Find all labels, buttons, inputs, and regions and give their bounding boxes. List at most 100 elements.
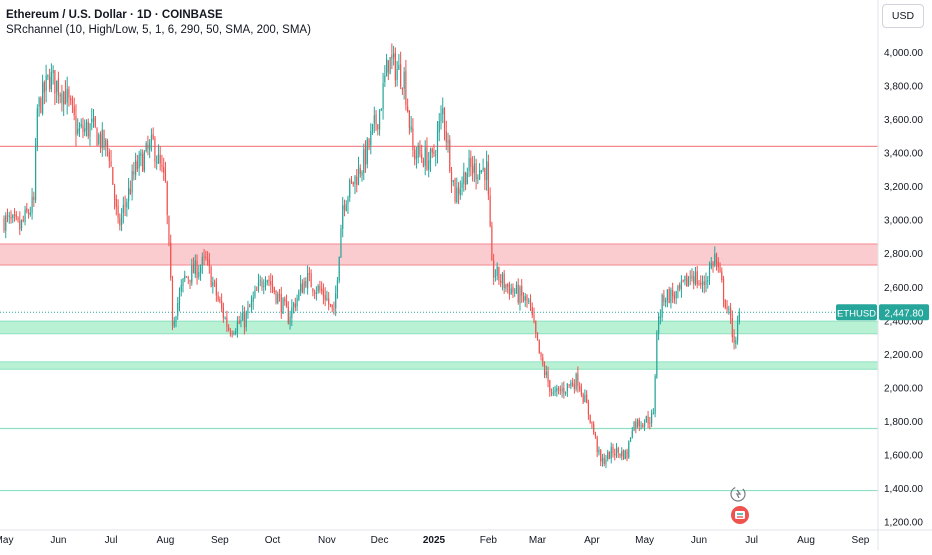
candle-body xyxy=(154,138,156,162)
candle-body xyxy=(243,313,246,328)
candle-body xyxy=(298,290,300,300)
candle-body xyxy=(217,295,219,300)
candle-body xyxy=(24,209,26,222)
y-tick-label: 1,800.00 xyxy=(884,417,923,428)
candle-body xyxy=(156,162,158,164)
candle-body xyxy=(33,196,35,200)
candle-body xyxy=(110,160,112,167)
candle-body xyxy=(26,208,28,212)
candle-body xyxy=(203,255,205,257)
alert-flag-icon[interactable] xyxy=(731,506,749,524)
candle-body xyxy=(712,262,714,267)
candle-body xyxy=(468,158,470,172)
candle-body xyxy=(728,308,730,310)
x-tick-label: Feb xyxy=(480,535,498,546)
candle-body xyxy=(270,281,272,285)
chart-icons[interactable] xyxy=(730,486,749,524)
candle-body xyxy=(264,281,267,287)
candle-body xyxy=(680,280,683,290)
y-tick-label: 2,200.00 xyxy=(884,350,923,361)
candle-body xyxy=(335,293,337,309)
candle-body xyxy=(724,299,726,308)
candle-body xyxy=(721,271,723,280)
candle-body xyxy=(329,303,332,305)
candle-body xyxy=(593,423,595,434)
candle-body xyxy=(398,65,400,70)
candle-body xyxy=(428,160,430,170)
candle-body xyxy=(450,171,453,183)
candle-body xyxy=(292,303,295,307)
candle-body xyxy=(73,106,75,116)
candle-body xyxy=(252,297,254,302)
candle-body xyxy=(726,306,728,310)
candle-body xyxy=(168,216,170,244)
candle-body xyxy=(152,134,154,140)
candle-body xyxy=(738,312,740,323)
candle-body xyxy=(284,298,286,302)
candle-body xyxy=(522,296,525,301)
candle-body xyxy=(87,121,89,137)
candle-body xyxy=(389,57,391,74)
currency-button[interactable]: USD xyxy=(882,4,924,28)
candle-body xyxy=(412,128,414,151)
candle-body xyxy=(13,214,16,217)
support-zone-3 xyxy=(0,361,878,370)
price-axis[interactable]: 1,200.00 1,400.00 1,600.00 1,800.00 2,000.00… xyxy=(877,0,923,550)
candle-body xyxy=(98,134,100,145)
candle-body xyxy=(557,388,560,390)
candle-body xyxy=(607,451,609,460)
candle-body xyxy=(554,390,556,393)
price-tag: ETHUSD 2,447.80 xyxy=(0,304,929,321)
candle-body xyxy=(322,289,325,297)
candle-body xyxy=(459,189,461,196)
candle-body xyxy=(498,266,500,281)
candle-body xyxy=(349,179,351,198)
candle-body xyxy=(133,171,135,175)
time-axis[interactable]: May Jun Jul Aug Sep Oct Nov Dec 2025 Feb Mar Apr May… xyxy=(0,529,932,546)
candle-body xyxy=(191,265,193,283)
candle-body xyxy=(500,280,502,283)
candle-body xyxy=(15,214,17,218)
candle-body xyxy=(196,261,198,278)
candle-body xyxy=(278,294,281,296)
candle-body xyxy=(170,242,172,279)
candle-body xyxy=(565,392,567,394)
symbol-title[interactable]: Ethereum / U.S. Dollar · 1D · COINBASE xyxy=(6,9,223,21)
y-tick-label: 3,200.00 xyxy=(884,182,923,193)
candle-body xyxy=(312,288,314,292)
candle-body xyxy=(698,283,700,285)
candle-body xyxy=(619,453,621,457)
candle-body xyxy=(715,254,718,263)
candle-body xyxy=(396,69,398,80)
candle-body xyxy=(426,147,428,170)
candle-body xyxy=(533,314,535,322)
x-tick-label: Oct xyxy=(265,535,281,546)
candle-body xyxy=(629,437,632,442)
indicator-legend[interactable]: SRchannel (10, High/Low, 5, 1, 6, 290, 5… xyxy=(6,24,311,36)
replay-icon[interactable] xyxy=(730,486,746,502)
candle-body xyxy=(289,316,291,325)
candle-body xyxy=(131,171,133,193)
price-tag-bg xyxy=(879,304,929,321)
candle-body xyxy=(419,146,421,155)
candle-body xyxy=(328,298,330,305)
candle-body xyxy=(150,135,153,143)
candle-body xyxy=(64,91,67,105)
candle-body xyxy=(628,441,630,458)
candle-body xyxy=(440,113,442,122)
candle-body xyxy=(615,448,618,456)
candle-body xyxy=(584,395,586,403)
candle-body xyxy=(477,177,479,179)
candle-body xyxy=(120,214,123,225)
candle-body xyxy=(610,447,612,459)
candle-body xyxy=(736,322,739,341)
symbol-tag-bg xyxy=(836,304,877,321)
symbol-tag: ETHUSD xyxy=(837,308,876,319)
candle-body xyxy=(221,301,223,308)
candle-body xyxy=(145,143,147,152)
candle-body xyxy=(256,290,258,291)
candle-body xyxy=(94,116,96,127)
candle-body xyxy=(206,258,209,260)
